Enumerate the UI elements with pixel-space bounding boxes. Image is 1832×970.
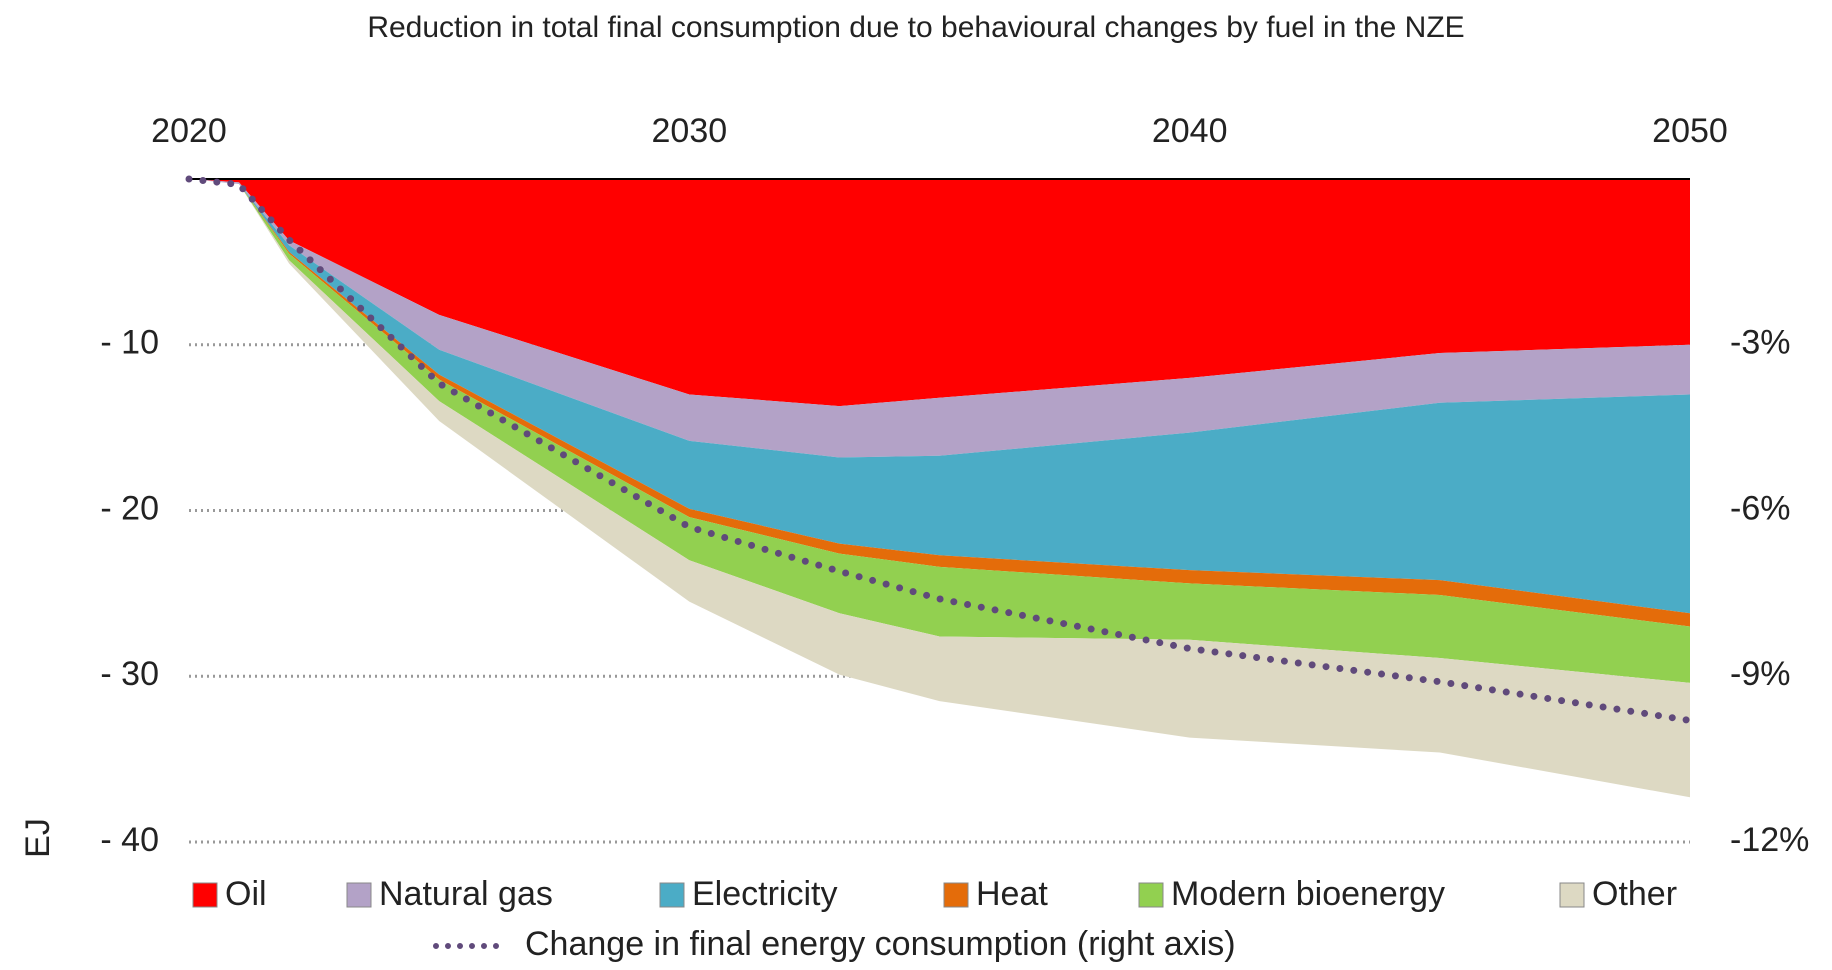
legend-label: Oil [225,875,267,913]
chart-title: Reduction in total final consumption due… [367,11,1464,44]
x-tick-label: 2050 [1652,112,1728,150]
x-tick-label: 2030 [652,112,728,150]
y-tick-label: - 20 [100,489,159,527]
x-tick-label: 2020 [151,112,227,150]
area [189,179,1690,627]
legend-swatch [1138,882,1164,908]
y-tick-label: - 40 [100,821,159,859]
area [189,179,1690,458]
legend-label: Other [1592,875,1677,913]
legend-label: Modern bioenergy [1171,875,1445,913]
legend-label: Heat [976,875,1048,913]
line [185,175,1694,724]
y2-tick-label: -3% [1730,324,1790,362]
area [189,179,1690,683]
area [189,179,1690,614]
legend-swatch [659,882,685,908]
legend-swatch [1559,882,1585,908]
y-axis-label: EJ [19,818,57,858]
y-tick-label: - 30 [100,655,159,693]
y2-tick-label: -6% [1730,489,1790,527]
legend-label: Electricity [692,875,837,913]
legend-swatch [943,882,969,908]
legend-label: Natural gas [379,875,553,913]
y2-tick-label: -12% [1730,821,1809,859]
area [189,179,1690,798]
x-tick-label: 2040 [1152,112,1228,150]
legend-swatch [346,882,372,908]
legend-label: Change in final energy consumption (righ… [525,925,1236,963]
y2-tick-label: -9% [1730,655,1790,693]
area [189,179,1690,407]
y-tick-label: - 10 [100,324,159,362]
legend-swatch [192,882,218,908]
